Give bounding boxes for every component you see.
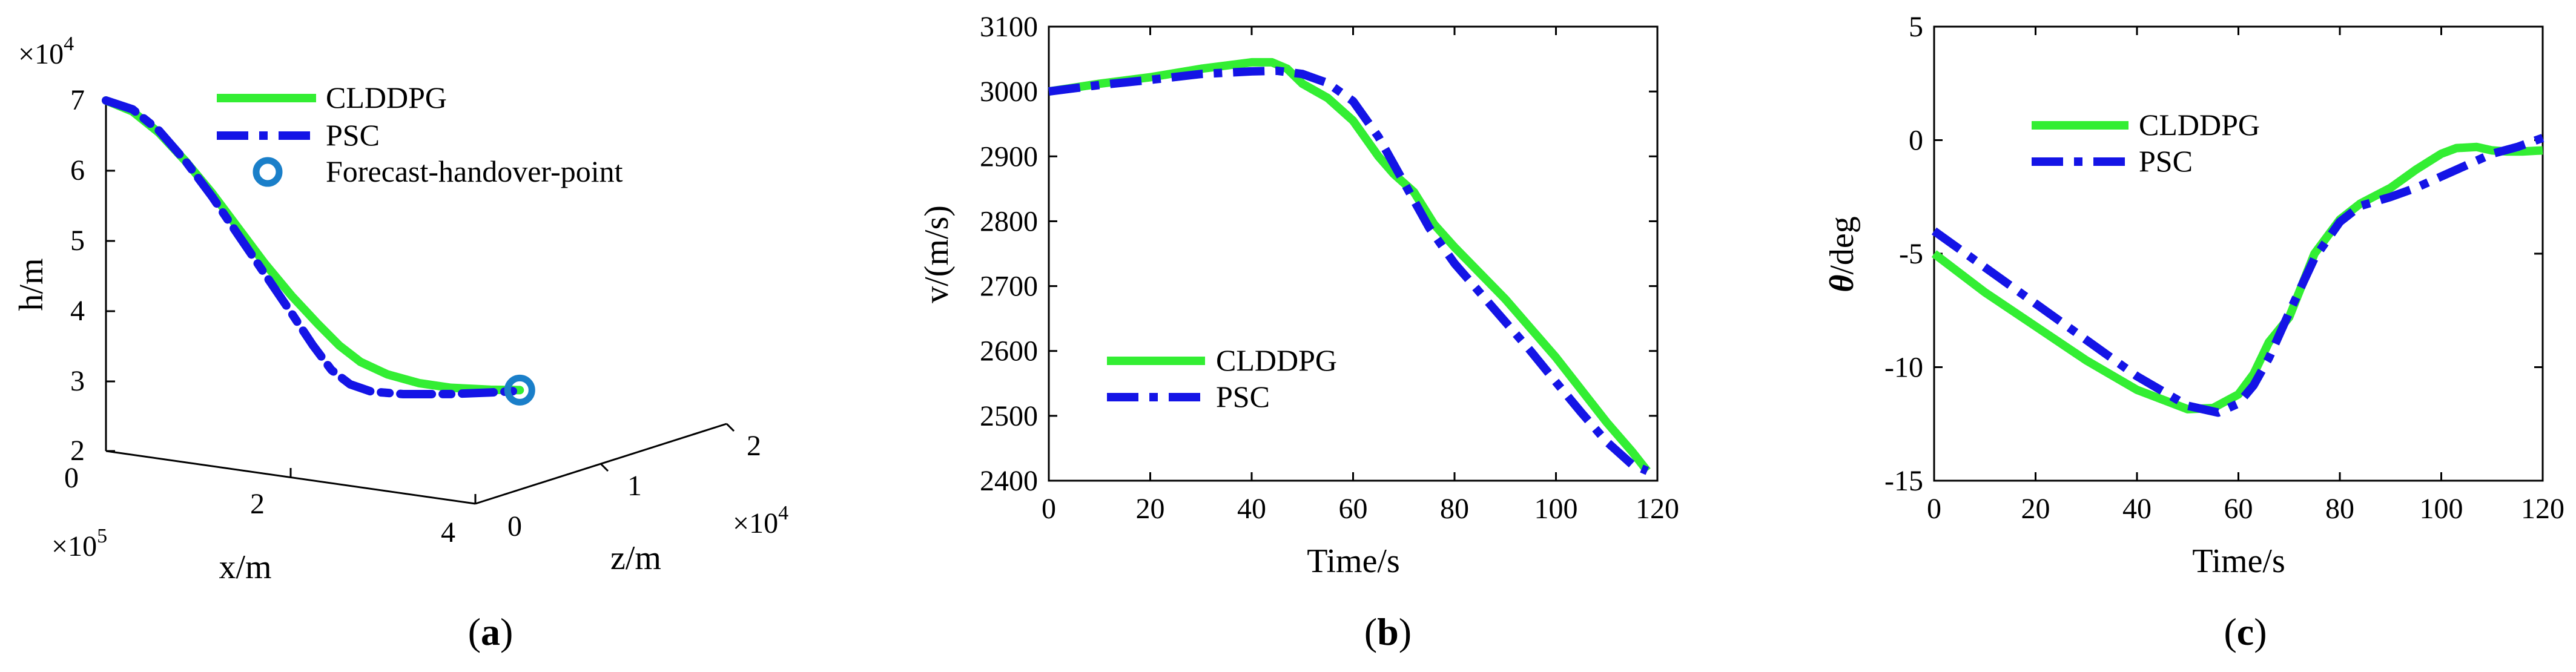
b-y-tick-label: 2400 — [980, 465, 1038, 497]
panel-a: 7 6 5 4 3 2 ×104 h/m 0 2 4 ×105 x/m 0 — [13, 33, 788, 653]
b-legend-label: PSC — [1216, 380, 1270, 413]
b-series-clddpg — [1048, 58, 1651, 474]
a-legend-handover-icon — [253, 157, 283, 187]
a-x-tick: 4 — [441, 516, 455, 548]
a-z-tick: 0 — [507, 510, 522, 542]
c-curves — [1931, 134, 2545, 417]
a-h-exponent: ×104 — [18, 33, 74, 70]
panel-c: 0 20 40 60 80 100 120 -15 -10 -5 0 5 θ/deg Time/s C… — [1823, 11, 2564, 653]
caption-b: (b) — [1364, 610, 1412, 653]
a-z-tick: 2 — [747, 430, 761, 462]
a-x-label: x/m — [219, 548, 271, 586]
b-y-tick-label: 3100 — [980, 11, 1038, 43]
a-h-tick: 7 — [70, 84, 85, 116]
a-h-ticks: 7 6 5 4 3 2 — [70, 84, 85, 467]
c-x-tick-label: 60 — [2224, 493, 2253, 525]
b-x-tick-label: 40 — [1237, 493, 1266, 525]
b-x-tick-label: 60 — [1339, 493, 1368, 525]
c-y-label: θ/deg — [1823, 216, 1861, 292]
b-curves — [1048, 58, 1651, 475]
c-x-tick-label: 80 — [2325, 493, 2354, 525]
c-legend-label: CLDDPG — [2139, 108, 2260, 142]
b-x-label: Time/s — [1307, 542, 1400, 580]
panel-b: 0 20 40 60 80 100 120 2400 2500 2600 2700 2800 2900 3… — [918, 11, 1679, 653]
a-x-tick: 2 — [250, 488, 265, 520]
a-h-tick-marks — [106, 99, 115, 452]
b-series-psc — [1048, 66, 1650, 475]
c-x-tick-label: 20 — [2021, 493, 2050, 525]
a-legend: CLDDPG PSC Forecast-handover-point — [217, 81, 623, 188]
c-y-tick-label: -10 — [1884, 352, 1923, 384]
b-y-tick-label: 2900 — [980, 140, 1038, 173]
a-h-tick: 6 — [70, 154, 85, 186]
a-z-exponent: ×104 — [733, 502, 788, 539]
a-x-tick: 0 — [64, 462, 79, 494]
c-series-psc — [1931, 134, 2545, 417]
a-legend-label: Forecast-handover-point — [326, 154, 623, 188]
b-x-tick-label: 120 — [1636, 493, 1679, 525]
b-ticks: 0 20 40 60 80 100 120 2400 2500 2600 2700 2800 2900 3… — [980, 11, 1679, 525]
b-x-tick-label: 100 — [1534, 493, 1578, 525]
b-y-label: v/(m/s) — [918, 205, 956, 303]
b-y-tick-label: 3000 — [980, 76, 1038, 108]
a-h-label: h/m — [13, 258, 50, 311]
c-x-label: Time/s — [2192, 542, 2285, 580]
caption-c: (c) — [2224, 610, 2267, 653]
c-y-tick-label: 5 — [1909, 11, 1923, 43]
a-x-ticks: 0 2 4 — [64, 462, 455, 548]
caption-a: (a) — [468, 610, 514, 653]
c-legend-label: PSC — [2139, 144, 2193, 178]
b-y-tick-label: 2800 — [980, 205, 1038, 237]
a-h-tick: 2 — [70, 435, 85, 467]
c-x-tick-label: 40 — [2122, 493, 2152, 525]
c-series-clddpg — [1931, 142, 2543, 413]
c-x-tick-label: 120 — [2521, 493, 2564, 525]
a-curves — [102, 96, 535, 406]
a-handover-point — [504, 374, 535, 406]
a-legend-label: CLDDPG — [326, 81, 447, 114]
c-x-tick-label: 0 — [1927, 493, 1941, 525]
b-y-tick-label: 2600 — [980, 335, 1038, 367]
c-y-tick-label: -15 — [1884, 465, 1923, 497]
a-z-tick: 1 — [627, 470, 642, 502]
a-h-tick: 5 — [70, 225, 85, 257]
b-x-tick-label: 80 — [1440, 493, 1469, 525]
a-h-tick: 3 — [70, 365, 85, 397]
c-legend: CLDDPG PSC — [2032, 108, 2260, 178]
c-y-tick-label: -5 — [1899, 238, 1923, 270]
b-plot-frame — [1048, 25, 1659, 482]
c-ticks: 0 20 40 60 80 100 120 -15 -10 -5 0 5 — [1884, 11, 2564, 525]
c-y-tick-label: 0 — [1909, 125, 1923, 157]
b-legend: CLDDPG PSC — [1107, 343, 1337, 413]
a-x-exponent: ×105 — [51, 525, 107, 562]
a-z-label: z/m — [610, 539, 661, 577]
a-z-ticks: 0 1 2 — [507, 430, 761, 542]
a-x-tick-marks — [289, 468, 477, 504]
b-y-tick-label: 2700 — [980, 271, 1038, 303]
a-legend-label: PSC — [326, 118, 380, 152]
b-x-tick-label: 20 — [1136, 493, 1165, 525]
a-z-tick-marks — [599, 423, 735, 472]
a-series-psc — [102, 96, 524, 398]
c-plot-frame — [1933, 25, 2544, 482]
b-legend-label: CLDDPG — [1216, 343, 1337, 377]
a-h-tick: 4 — [70, 295, 85, 327]
b-x-tick-label: 0 — [1042, 493, 1056, 525]
b-y-tick-label: 2500 — [980, 400, 1038, 432]
c-x-tick-label: 100 — [2420, 493, 2463, 525]
